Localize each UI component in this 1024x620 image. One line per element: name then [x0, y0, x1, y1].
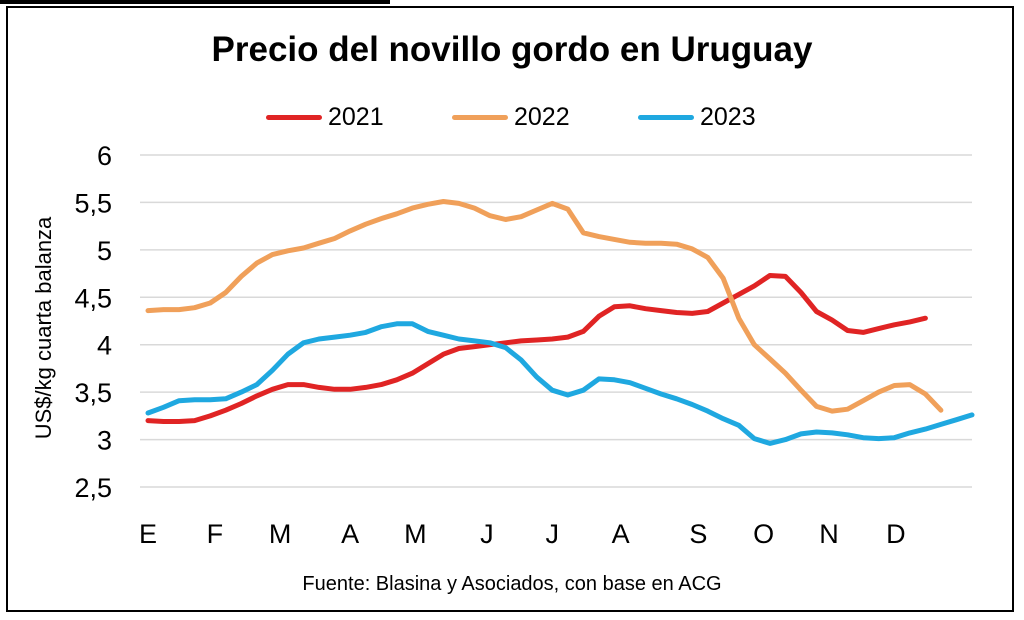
x-tick-label: A [341, 519, 359, 549]
legend-swatch-2023 [638, 114, 694, 120]
y-tick-label: 3,5 [74, 378, 112, 408]
legend-label-2023: 2023 [700, 102, 756, 131]
legend-item-2022: 2022 [452, 100, 570, 134]
y-tick-label: 4,5 [74, 283, 112, 313]
y-tick-label: 5 [97, 236, 112, 266]
x-tick-label: N [819, 519, 839, 549]
x-tick-label: F [207, 519, 224, 549]
chart-frame [6, 6, 1014, 612]
y-axis-label: US$/kg cuarta balanza [31, 216, 56, 440]
x-tick-label: M [404, 519, 427, 549]
y-tick-label: 2,5 [74, 473, 112, 503]
legend-item-2023: 2023 [638, 100, 756, 134]
y-tick-label: 3 [97, 426, 112, 456]
series-line-2022 [145, 199, 944, 414]
top-border-fragment [0, 0, 390, 4]
x-tick-label: M [269, 519, 292, 549]
series-line-2021 [145, 273, 928, 424]
x-tick-label: J [545, 519, 559, 549]
legend-item-2021: 2021 [266, 100, 384, 134]
x-tick-label: A [612, 519, 630, 549]
chart-title: Precio del novillo gordo en Uruguay [211, 30, 813, 69]
x-tick-label: J [480, 519, 494, 549]
legend-swatch-2021 [266, 114, 322, 120]
x-tick-label: S [689, 519, 707, 549]
x-tick-label: E [139, 519, 157, 549]
x-tick-label: O [753, 519, 774, 549]
legend-swatch-2022 [452, 114, 508, 120]
y-tick-label: 6 [97, 141, 112, 171]
y-tick-label: 4 [97, 331, 112, 361]
chart-legend: 2021 2022 2023 [0, 100, 1024, 134]
y-tick-label: 5,5 [74, 188, 112, 218]
series-line-2023 [145, 321, 975, 446]
source-note: Fuente: Blasina y Asociados, con base en… [302, 573, 722, 595]
legend-label-2021: 2021 [328, 102, 384, 131]
legend-label-2022: 2022 [514, 102, 570, 131]
x-tick-label: D [886, 519, 906, 549]
